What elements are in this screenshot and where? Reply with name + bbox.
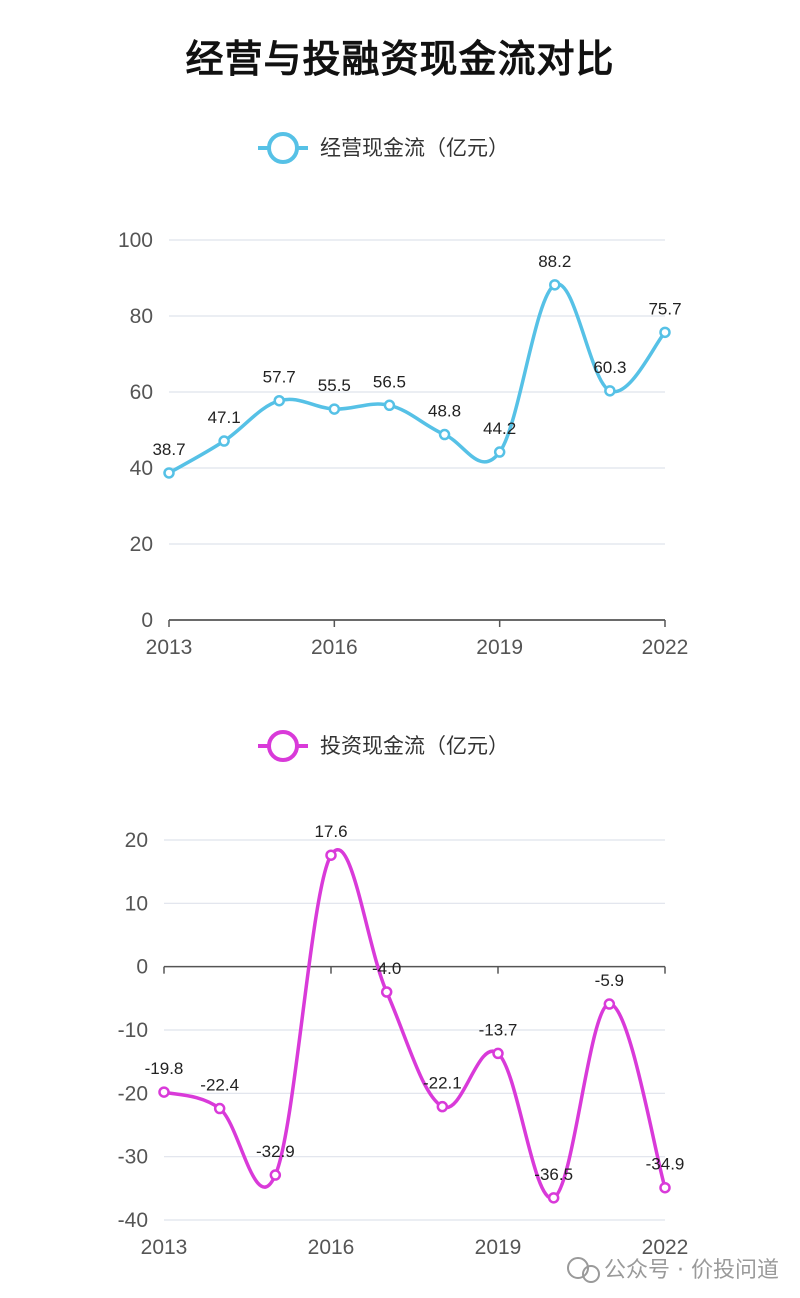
y-tick-label: 0 (136, 956, 148, 979)
y-tick-label: 40 (130, 457, 153, 480)
x-tick-label: 2013 (146, 636, 193, 659)
legend-marker-icon (267, 132, 299, 164)
data-label: -13.7 (479, 1020, 518, 1039)
data-label: 48.8 (428, 402, 461, 421)
x-tick-label: 2016 (311, 636, 358, 659)
data-label: -34.9 (646, 1155, 685, 1174)
series-line (167, 282, 667, 475)
data-label: 17.6 (314, 822, 347, 841)
data-point (269, 1169, 282, 1181)
data-point (547, 1192, 560, 1204)
data-point (493, 446, 506, 458)
legend: 经营现金流（亿元） (258, 132, 509, 164)
x-tick-label: 2019 (476, 636, 523, 659)
data-point (325, 849, 337, 861)
legend: 投资现金流（亿元） (258, 730, 509, 762)
y-tick-label: 60 (130, 381, 153, 404)
y-tick-label: 0 (141, 609, 153, 632)
data-point (213, 1102, 226, 1115)
y-tick-label: 20 (130, 533, 153, 556)
y-tick-label: 80 (130, 305, 153, 328)
x-tick-label: 2013 (141, 1236, 188, 1259)
data-point (438, 428, 451, 441)
series-line (162, 848, 667, 1200)
data-label: 55.5 (318, 376, 351, 395)
data-label: -4.0 (372, 959, 401, 978)
wechat-icon (567, 1257, 589, 1279)
y-tick-label: -10 (118, 1019, 148, 1042)
data-label: -19.8 (145, 1059, 184, 1078)
data-label: 44.2 (483, 419, 516, 438)
x-tick-label: 2022 (642, 1236, 689, 1259)
data-label: 75.7 (648, 299, 681, 318)
data-label: 88.2 (538, 252, 571, 271)
page-title: 经营与投融资现金流对比 (185, 36, 615, 81)
data-point (328, 403, 341, 415)
data-label: -22.1 (423, 1074, 462, 1093)
wechat-icon-bubble (582, 1265, 600, 1283)
data-point (492, 1047, 504, 1060)
data-label: 57.7 (263, 368, 296, 387)
chart-1: 经营现金流（亿元） 0 20 40 60 80 100 2013 2016 2019 2022 38.… (118, 132, 689, 659)
data-point (603, 998, 616, 1010)
watermark-text: 公众号 · 价投问道 (604, 1258, 779, 1283)
data-point (549, 279, 561, 291)
watermark: 公众号 · 价投问道 (567, 1257, 779, 1283)
legend-marker-icon (267, 730, 299, 762)
data-point (659, 326, 671, 339)
data-label: 47.1 (208, 408, 241, 427)
data-label: 38.7 (152, 440, 185, 459)
y-tick-label: 20 (125, 829, 148, 852)
data-label: -36.5 (534, 1165, 573, 1184)
x-tick-label: 2016 (308, 1236, 355, 1259)
data-point (659, 1181, 671, 1194)
data-label: -5.9 (595, 971, 624, 990)
data-label: -22.4 (200, 1076, 239, 1095)
data-point (273, 394, 285, 407)
y-tick-label: 100 (118, 229, 153, 252)
y-tick-label: -20 (118, 1082, 148, 1105)
data-point (383, 399, 396, 412)
y-tick-label: -40 (118, 1209, 148, 1232)
data-point (436, 1100, 449, 1113)
x-tick-label: 2019 (475, 1236, 522, 1259)
data-label: 60.3 (593, 358, 626, 377)
data-point (380, 986, 393, 998)
legend-label: 经营现金流（亿元） (320, 136, 509, 160)
data-label: 56.5 (373, 372, 406, 391)
x-tick-label: 2022 (642, 636, 689, 659)
data-point (163, 467, 175, 479)
chart-2: 投资现金流（亿元） -40 -30 -20 -10 0 10 20 2013 2016 2019 20… (118, 730, 689, 1259)
data-label: -32.9 (256, 1142, 295, 1161)
y-tick-label: 10 (125, 892, 148, 915)
data-point (158, 1086, 170, 1098)
data-point (604, 385, 616, 397)
legend-label: 投资现金流（亿元） (320, 734, 509, 758)
y-tick-label: -30 (118, 1146, 148, 1169)
data-point (218, 435, 230, 447)
